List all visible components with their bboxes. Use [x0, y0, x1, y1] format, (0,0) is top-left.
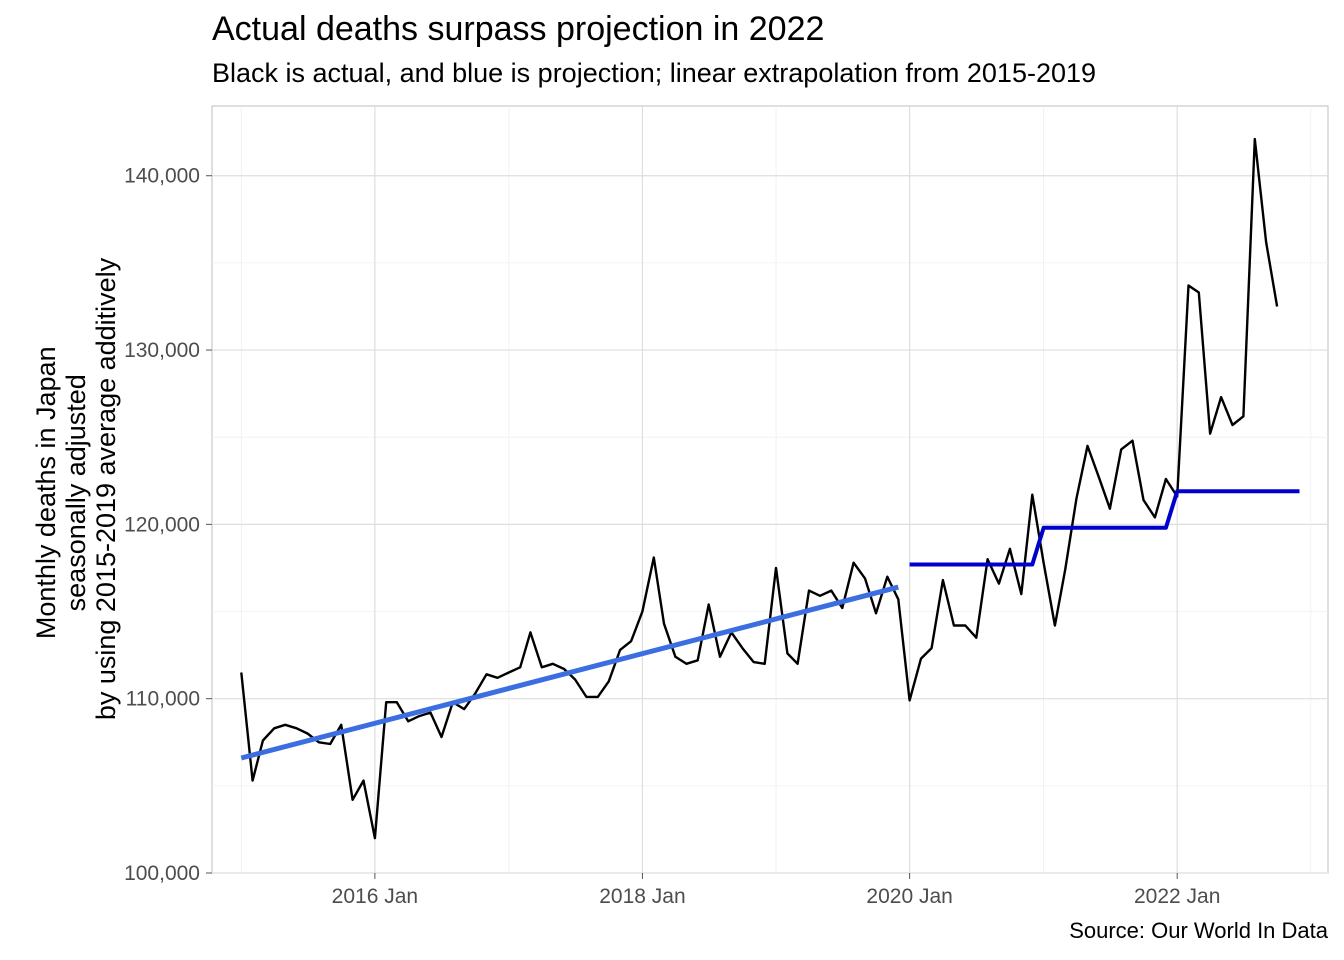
- chart-subtitle: Black is actual, and blue is projection;…: [212, 58, 1097, 88]
- series-line-trend-2015-2019: [240, 584, 899, 761]
- y-axis-ticks: 100,000 110,000 120,000 130,000 140,000: [124, 165, 212, 885]
- x-tick-label: 2018 Jan: [599, 885, 685, 908]
- series-layer: [240, 137, 1300, 840]
- y-tick-label: 120,000: [124, 513, 200, 536]
- major-gridlines: [212, 106, 1328, 874]
- series-line-projection: [909, 489, 1300, 567]
- x-tick-label: 2020 Jan: [866, 885, 952, 908]
- y-tick-label: 110,000: [126, 688, 200, 711]
- chart-caption: Source: Our World In Data: [1069, 918, 1328, 943]
- x-axis-ticks: 2016 Jan 2018 Jan 2020 Jan 2022 Jan: [332, 873, 1220, 908]
- y-tick-label: 140,000: [124, 165, 200, 188]
- series-line-actual: [240, 137, 1279, 840]
- chart-title: Actual deaths surpass projection in 2022: [212, 10, 825, 48]
- y-axis-title: Monthly deaths in Japan seasonally adjus…: [31, 257, 121, 720]
- x-tick-label: 2022 Jan: [1134, 885, 1220, 908]
- y-axis-title-line-1: Monthly deaths in Japan: [31, 346, 61, 639]
- minor-gridlines: [212, 106, 1328, 873]
- plot-panel: [211, 105, 1329, 874]
- y-axis-title-line-3: by using 2015-2019 average additively: [91, 257, 121, 720]
- y-tick-label: 130,000: [124, 339, 200, 362]
- x-tick-label: 2016 Jan: [332, 885, 418, 908]
- y-axis-title-line-2: seasonally adjusted: [61, 374, 91, 611]
- y-tick-label: 100,000: [124, 862, 200, 885]
